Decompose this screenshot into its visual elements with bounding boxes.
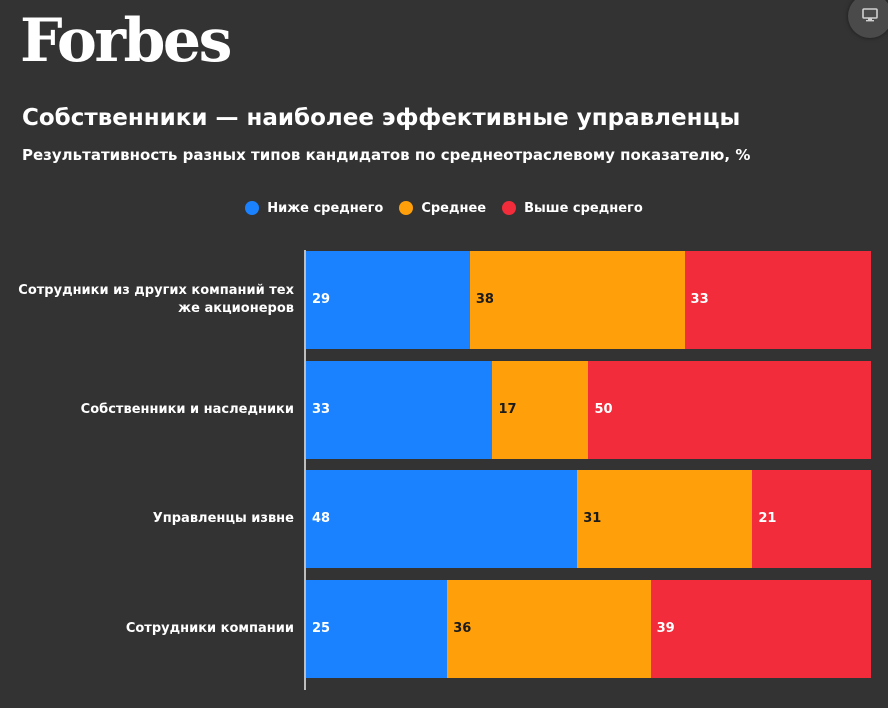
- stacked-bar: 29 38 33: [306, 251, 871, 349]
- legend-item: Ниже среднего: [245, 201, 383, 216]
- fullscreen-button[interactable]: [848, 0, 888, 38]
- category-label: Собственники и наследники: [0, 361, 294, 459]
- legend-item: Среднее: [399, 201, 486, 216]
- data-label: 33: [690, 292, 709, 307]
- category-label-text: Сотрудники компании: [125, 621, 294, 636]
- data-label: 25: [312, 621, 331, 636]
- bar-segment: 31: [577, 470, 753, 568]
- data-label: 33: [312, 402, 331, 417]
- data-label: 39: [656, 621, 675, 636]
- bar-segment: 39: [650, 580, 871, 678]
- data-label: 29: [312, 292, 331, 307]
- category-label: Сотрудники из других компаний тех же акц…: [0, 251, 294, 349]
- stacked-bar: 25 36 39: [306, 580, 871, 678]
- category-axis-line: [304, 250, 306, 690]
- legend-swatch: [502, 201, 517, 215]
- category-label-text: Управленцы извне: [152, 511, 294, 526]
- data-label: 31: [583, 511, 602, 526]
- stacked-bar: 48 31 21: [306, 470, 871, 568]
- data-label: 36: [453, 621, 472, 636]
- legend-label: Среднее: [421, 200, 487, 216]
- category-label-text: Собственники и наследники: [80, 402, 294, 417]
- bar-segment: 38: [469, 251, 685, 349]
- bar-segment: 48: [306, 470, 578, 568]
- legend-item: Выше среднего: [502, 201, 643, 216]
- category-label: Управленцы извне: [0, 470, 294, 568]
- forbes-logo: Forbes: [20, 6, 232, 76]
- data-label: 48: [312, 511, 331, 526]
- data-label: 38: [475, 292, 494, 307]
- stacked-bar: 33 17 50: [306, 361, 871, 459]
- legend-label: Ниже среднего: [267, 200, 384, 216]
- bar-segment: 36: [447, 580, 651, 678]
- monitor-icon: [862, 8, 878, 22]
- category-label: Сотрудники компании: [0, 580, 294, 678]
- data-label: 21: [758, 511, 777, 526]
- bar-segment: 33: [684, 251, 871, 349]
- chart-title: Собственники — наиболее эффективные упра…: [22, 105, 741, 131]
- chart-legend: Ниже среднего Среднее Выше среднего: [0, 197, 888, 219]
- data-label: 50: [594, 402, 613, 417]
- bar-segment: 25: [306, 580, 448, 678]
- bar-segment: 29: [306, 251, 470, 349]
- legend-swatch: [399, 201, 414, 215]
- data-label: 17: [498, 402, 517, 417]
- category-label-text: Сотрудники из других компаний тех же акц…: [18, 283, 294, 316]
- bar-segment: 33: [306, 361, 493, 459]
- bar-segment: 17: [492, 361, 589, 459]
- legend-label: Выше среднего: [524, 200, 643, 216]
- chart-subtitle: Результативность разных типов кандидатов…: [22, 146, 751, 164]
- legend-swatch: [245, 201, 260, 215]
- bar-segment: 21: [752, 470, 871, 568]
- bar-segment: 50: [588, 361, 871, 459]
